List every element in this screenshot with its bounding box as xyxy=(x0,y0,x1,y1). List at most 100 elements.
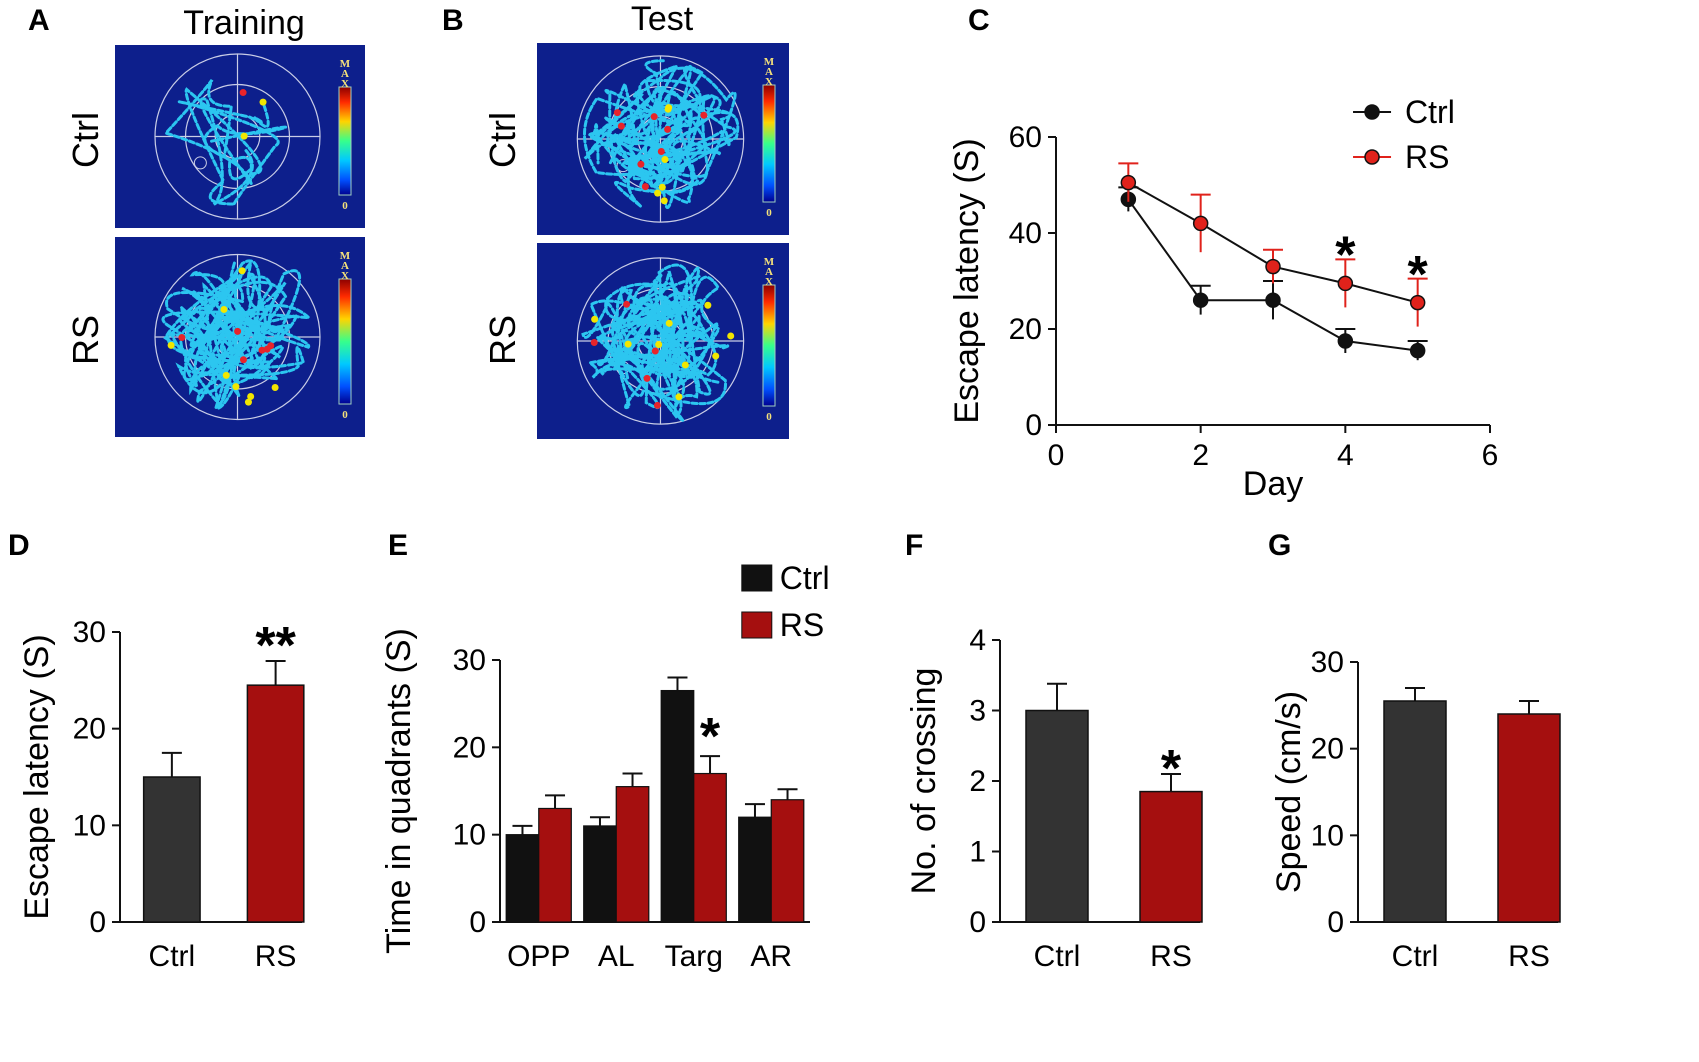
hotspot xyxy=(637,160,645,168)
panel-letter-f: F xyxy=(905,529,923,562)
hotspot xyxy=(681,361,689,369)
panel-letter-d: D xyxy=(8,529,30,562)
bar-rs-targ xyxy=(693,772,727,923)
panel-b-row-label-ctrl: Ctrl xyxy=(482,112,523,168)
x-tick-label: 6 xyxy=(1482,439,1499,472)
x-tick-label: Ctrl xyxy=(1034,940,1081,973)
panel-b-row-label-rs: RS xyxy=(482,315,523,365)
y-tick-label: 10 xyxy=(453,819,486,852)
y-tick-label: 30 xyxy=(1311,646,1344,679)
hotspot xyxy=(244,398,252,406)
legend-marker-ctrl xyxy=(1364,104,1380,120)
legend-swatch-rs xyxy=(741,611,773,639)
y-axis-title: No. of crossing xyxy=(905,668,943,895)
data-point-rs xyxy=(1192,215,1209,232)
hotspot xyxy=(655,341,663,349)
bar-ctrl-opp xyxy=(505,834,540,923)
hotspot xyxy=(654,189,662,197)
panel-letter-e: E xyxy=(388,529,408,562)
legend-label-rs: RS xyxy=(780,607,824,643)
panel-c: C 0 20 40 60 Escape latency (S) 0 2 4 6 Day * * Ctrl R… xyxy=(948,4,1498,503)
legend-label-rs: RS xyxy=(1405,139,1449,175)
hotspot xyxy=(263,345,271,353)
y-axis-title: Escape latency (S) xyxy=(948,138,986,423)
heatmap-test-rs: M A X 0 xyxy=(537,243,789,439)
hotspot xyxy=(178,333,186,341)
hotspot xyxy=(665,319,673,327)
hotspot xyxy=(613,109,621,117)
hotspot xyxy=(727,332,735,340)
y-tick-label: 3 xyxy=(969,695,986,728)
swim-path xyxy=(612,270,721,377)
y-tick-label: 10 xyxy=(73,809,106,842)
y-tick-label: 0 xyxy=(469,906,486,939)
panel-a-row-label-ctrl: Ctrl xyxy=(65,112,106,168)
y-tick-label: 0 xyxy=(969,906,986,939)
hotspot xyxy=(591,315,599,323)
bar-ctrl xyxy=(142,776,201,923)
bar-rs xyxy=(1497,713,1561,923)
color-scale-min-label: 0 xyxy=(342,200,348,212)
hotspot xyxy=(650,113,658,121)
swim-path xyxy=(163,79,288,206)
legend-marker-rs xyxy=(1364,149,1380,165)
y-tick-label: 40 xyxy=(1009,217,1042,250)
hotspot xyxy=(167,341,175,349)
y-axis-title: Speed (cm/s) xyxy=(1270,691,1308,893)
x-tick-label: 4 xyxy=(1337,439,1354,472)
hotspot xyxy=(653,401,661,409)
legend-label-ctrl: Ctrl xyxy=(780,560,830,596)
hotspot xyxy=(657,147,665,155)
x-tick-label: 2 xyxy=(1192,439,1209,472)
y-tick-label: 20 xyxy=(1009,313,1042,346)
panel-letter-c: C xyxy=(968,4,990,37)
x-tick-label: 0 xyxy=(1048,439,1065,472)
hotspot xyxy=(623,300,631,308)
panel-e: E 0 10 20 30 Time in quadrants (S) OPP AL Targ AR… xyxy=(380,529,830,973)
bar-ctrl-targ xyxy=(660,689,695,923)
bar-ctrl-al xyxy=(583,825,617,923)
color-scale-bar xyxy=(762,284,776,407)
bar-ctrl-ar xyxy=(738,816,772,923)
swim-path xyxy=(583,94,716,208)
hotspot xyxy=(234,327,242,335)
color-scale-min-label: 0 xyxy=(766,207,772,219)
swim-path xyxy=(628,263,706,378)
hotspot xyxy=(239,356,247,364)
data-point-ctrl xyxy=(1337,333,1354,349)
swim-path xyxy=(179,257,273,410)
panel-a-title: Training xyxy=(183,4,305,42)
significance-marker: * xyxy=(1335,227,1356,285)
panel-b-title: Test xyxy=(631,0,694,38)
heatmap-test-ctrl: M A X 0 xyxy=(537,43,789,235)
bar-ctrl xyxy=(1383,700,1447,923)
hotspot xyxy=(665,104,673,112)
hotspot xyxy=(643,374,651,382)
y-tick-label: 2 xyxy=(969,765,986,798)
panel-f: F 0 1 2 3 4 No. of crossing Ctrl RS * xyxy=(905,529,1203,973)
platform-marker xyxy=(193,156,207,170)
panel-a-row-label-rs: RS xyxy=(65,315,106,365)
x-tick-label: RS xyxy=(255,940,297,973)
hotspot xyxy=(247,392,255,400)
hotspot xyxy=(660,197,668,205)
panel-letter-b: B xyxy=(442,4,464,37)
x-tick-label: Ctrl xyxy=(1392,940,1439,973)
x-tick-label: Ctrl xyxy=(149,940,196,973)
x-tick-label: AR xyxy=(750,940,792,973)
y-tick-label: 20 xyxy=(453,731,486,764)
hotspot xyxy=(641,183,649,191)
significance-marker: * xyxy=(1408,246,1429,304)
swim-path xyxy=(617,63,737,179)
y-tick-label: 30 xyxy=(73,616,106,649)
hotspot xyxy=(651,347,659,355)
y-axis-title: Escape latency (S) xyxy=(18,634,56,919)
hotspot xyxy=(240,132,248,140)
hotspot xyxy=(712,352,720,360)
significance-marker: * xyxy=(1161,740,1182,798)
data-point-ctrl xyxy=(1192,292,1209,308)
data-point-rs xyxy=(1265,258,1281,275)
y-tick-label: 0 xyxy=(89,906,106,939)
